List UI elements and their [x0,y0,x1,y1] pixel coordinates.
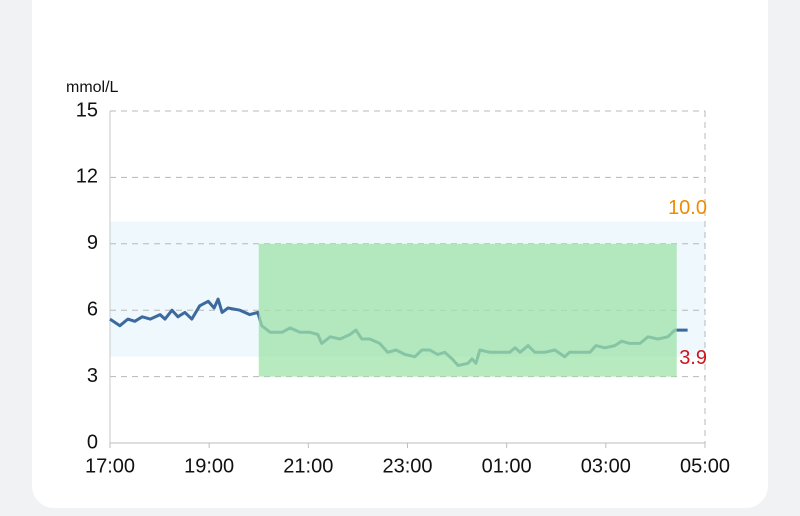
y-tick-label: 0 [87,431,98,453]
target-high-label: 10.0 [668,197,707,219]
x-tick-label: 01:00 [482,455,532,477]
x-tick-label: 19:00 [184,455,234,477]
highlight-range [258,243,677,377]
y-tick-label: 12 [76,166,98,188]
y-tick-label: 15 [76,99,98,121]
y-tick-label: 6 [87,298,98,320]
y-axis-label: mmol/L [66,79,119,96]
y-tick-label: 9 [87,232,98,254]
x-tick-label: 05:00 [680,455,730,477]
x-tick-label: 17:00 [85,455,135,477]
y-tick-label: 3 [87,365,98,387]
target-low-label: 3.9 [679,347,707,369]
x-tick-label: 03:00 [581,455,631,477]
x-tick-label: 21:00 [283,455,333,477]
x-tick-label: 23:00 [382,455,432,477]
